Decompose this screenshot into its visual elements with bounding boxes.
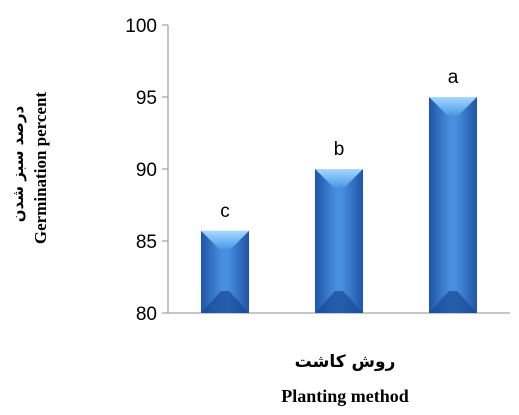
y-tick-label: 100	[125, 16, 157, 37]
x-axis-title-english: Planting method	[281, 386, 409, 406]
y-axis-title-english: Germination percent	[31, 91, 50, 245]
bar	[315, 169, 363, 313]
bar-cap	[315, 169, 363, 187]
x-axis-title-persian: روش کاشت	[294, 352, 396, 372]
y-tick-label: 85	[136, 232, 157, 253]
y-tick-label: 95	[136, 88, 157, 109]
bar-base	[429, 291, 477, 313]
bar-body	[429, 97, 477, 313]
bar-layer	[201, 97, 477, 313]
bar-data-label: b	[334, 139, 345, 160]
bar-base	[201, 291, 249, 313]
bar-body	[315, 169, 363, 313]
bar	[429, 97, 477, 313]
bar-base	[315, 291, 363, 313]
label-layer: 80 85 90 95 100 c b a	[125, 16, 458, 325]
bar-data-label: c	[220, 201, 230, 222]
bar-cap	[429, 97, 477, 115]
bar	[201, 230, 249, 313]
bar-data-label: a	[448, 67, 459, 88]
y-tick-label: 90	[136, 160, 157, 181]
bar-cap	[201, 230, 249, 249]
y-tick-label: 80	[136, 304, 157, 325]
y-axis-title-persian: درصد سبز شدن	[9, 105, 27, 223]
y-axis-title: درصد سبز شدن Germination percent	[0, 0, 60, 340]
